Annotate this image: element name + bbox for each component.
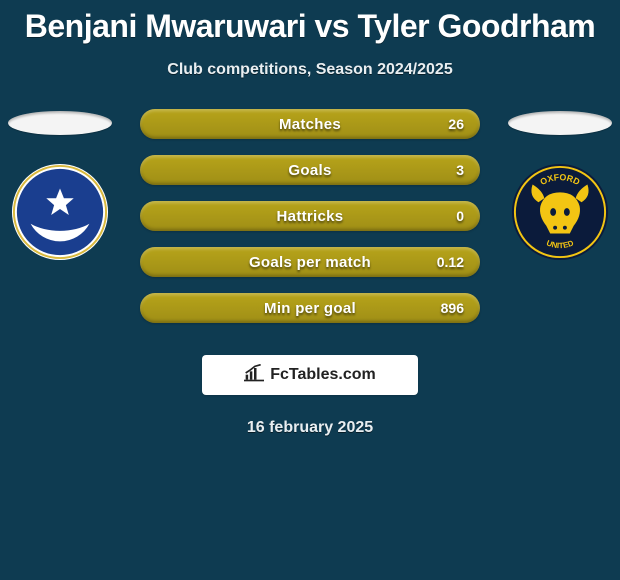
left-player-avatar-placeholder xyxy=(8,111,112,135)
subtitle: Club competitions, Season 2024/2025 xyxy=(0,61,620,79)
stat-value-right: 0.12 xyxy=(437,254,464,270)
stat-row-matches: Matches 26 xyxy=(140,109,480,139)
stat-row-goals: Goals 3 xyxy=(140,155,480,185)
comparison-panel: OXFORD UNITED Matches xyxy=(0,109,620,339)
brand-text: FcTables.com xyxy=(270,366,376,384)
stat-row-goals-per-match: Goals per match 0.12 xyxy=(140,247,480,277)
date-text: 16 february 2025 xyxy=(0,419,620,437)
stat-bars: Matches 26 Goals 3 Hattricks 0 Goals per… xyxy=(140,109,480,339)
portsmouth-crest-icon xyxy=(11,163,109,261)
stat-label: Min per goal xyxy=(264,300,356,317)
right-player-avatar-placeholder xyxy=(508,111,612,135)
stat-value-right: 26 xyxy=(448,116,464,132)
oxford-united-crest-icon: OXFORD UNITED xyxy=(511,163,609,261)
stat-row-hattricks: Hattricks 0 xyxy=(140,201,480,231)
stat-label: Matches xyxy=(279,116,341,133)
page-title: Benjani Mwaruwari vs Tyler Goodrham xyxy=(0,0,620,45)
right-player-column: OXFORD UNITED xyxy=(500,109,620,261)
stat-label: Goals xyxy=(288,162,331,179)
brand-badge: FcTables.com xyxy=(202,355,418,395)
left-player-column xyxy=(0,109,120,261)
chart-icon xyxy=(244,364,264,387)
stat-value-right: 3 xyxy=(456,162,464,178)
stat-value-right: 896 xyxy=(441,300,464,316)
stat-value-right: 0 xyxy=(456,208,464,224)
stat-label: Goals per match xyxy=(249,254,371,271)
stat-label: Hattricks xyxy=(277,208,344,225)
stat-row-min-per-goal: Min per goal 896 xyxy=(140,293,480,323)
